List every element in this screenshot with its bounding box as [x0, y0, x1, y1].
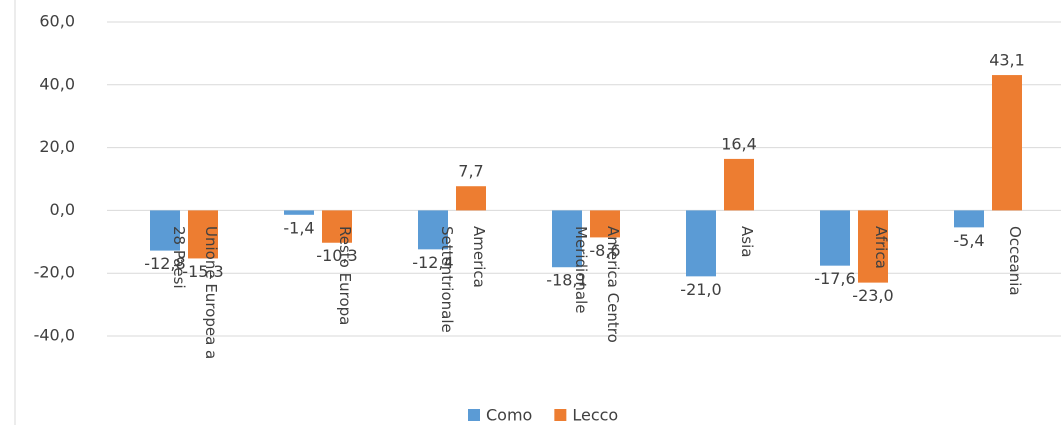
data-label: -12,4 [412, 253, 453, 272]
data-label: 7,7 [458, 162, 483, 181]
data-label: -18,1 [546, 271, 587, 290]
legend-swatch [554, 409, 567, 421]
bar [590, 210, 620, 238]
y-tick-label: 60,0 [39, 12, 75, 31]
data-label: -5,4 [953, 231, 984, 250]
data-label: 16,4 [721, 134, 757, 153]
bar [322, 210, 352, 243]
legend-label: Lecco [572, 406, 618, 425]
legend-swatch [468, 409, 480, 421]
data-label: -10,3 [316, 246, 357, 265]
bar [686, 210, 716, 277]
data-label: 43,1 [989, 51, 1025, 70]
x-tick-label: Unione Europea a 28 Paesi [170, 226, 220, 360]
y-tick-label: 0,0 [50, 200, 75, 219]
bar [954, 210, 984, 228]
bar [188, 210, 218, 259]
data-label: -17,6 [814, 269, 855, 288]
legend-label: Como [486, 406, 532, 425]
data-label: -8,6 [589, 241, 620, 260]
data-label: -15,3 [182, 262, 223, 281]
data-label: -1,4 [283, 218, 314, 237]
x-tick-label: Africa [872, 226, 890, 270]
bar [552, 210, 582, 268]
x-tick-label: Occeania [1006, 226, 1024, 296]
bar [150, 210, 180, 251]
bar [456, 186, 486, 211]
bar [284, 210, 314, 215]
data-label: -23,0 [852, 286, 893, 305]
bar [858, 210, 888, 283]
x-tick-label: Asia [738, 226, 756, 258]
bar [724, 158, 754, 211]
y-tick-label: -20,0 [34, 263, 75, 282]
y-tick-label: 40,0 [39, 74, 75, 93]
data-label: -21,0 [680, 280, 721, 299]
data-label: -12,8 [144, 254, 185, 273]
bar [992, 75, 1022, 211]
bar [820, 210, 850, 266]
y-tick-label: 20,0 [39, 137, 75, 156]
y-tick-label: -40,0 [34, 326, 75, 345]
x-tick-label: Resto Europa [336, 226, 354, 326]
x-tick-label: America Centro Meridionale [572, 226, 622, 344]
x-tick-label: America Settentrionale [438, 226, 488, 334]
bar [418, 210, 448, 250]
